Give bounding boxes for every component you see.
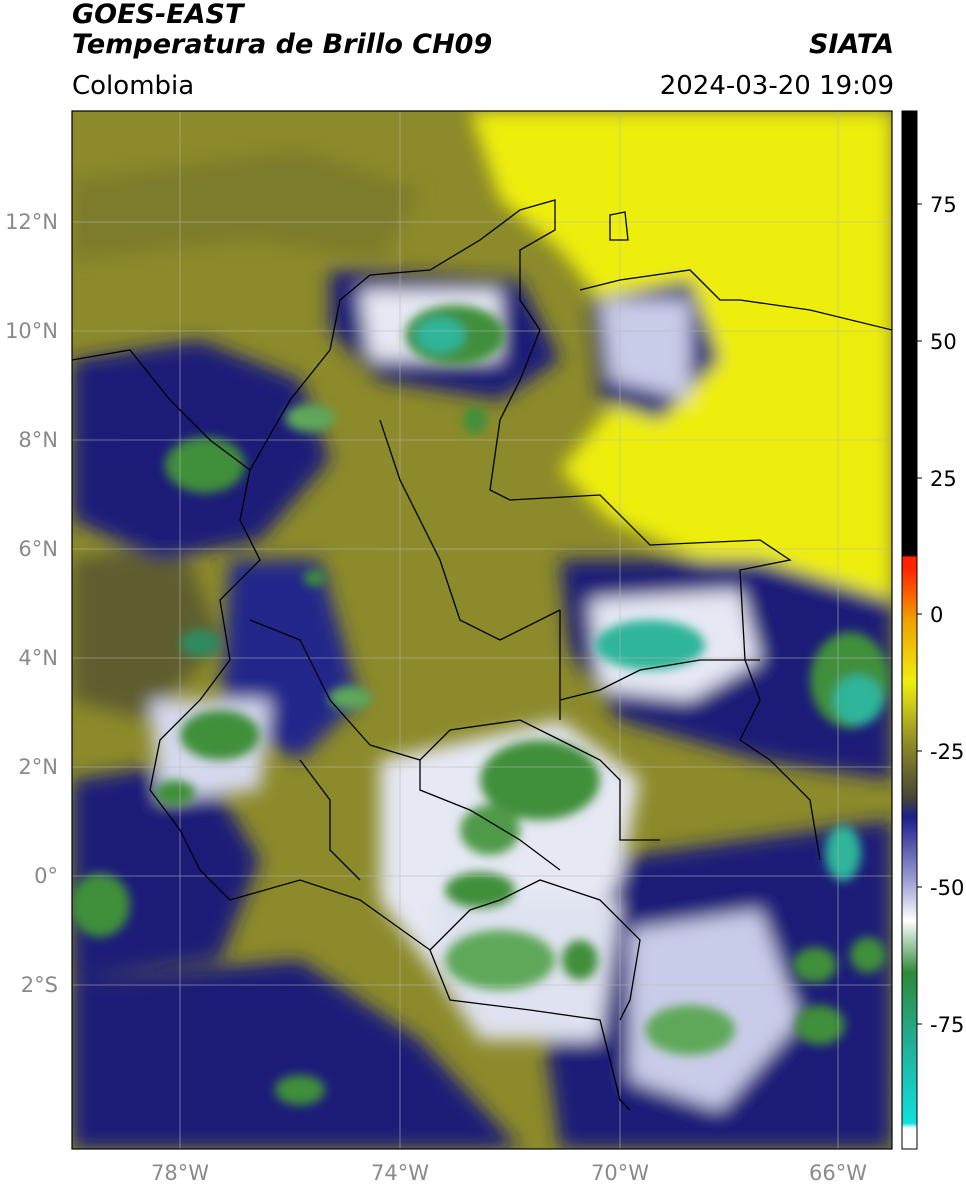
lat-axis: 12°N 10°N 8°N 6°N 4°N 2°N 0° 2°S xyxy=(5,210,58,997)
lat-tick-label: 0° xyxy=(34,864,58,888)
colorbar-tick-label: 50 xyxy=(930,330,957,354)
colorbar-tick-label: -75 xyxy=(930,1013,964,1037)
colorbar-tick-label: -25 xyxy=(930,740,964,764)
colorbar-ticks xyxy=(917,203,922,1025)
colorbar-tick-label: 75 xyxy=(930,193,957,217)
graticule xyxy=(72,111,892,1149)
brightness-temperature-image xyxy=(72,111,892,1149)
map-frame xyxy=(71,110,893,1150)
lat-tick-label: 2°N xyxy=(18,755,58,779)
lat-tick-label: 2°S xyxy=(21,973,58,997)
product-title: Temperatura de Brillo CH09 xyxy=(72,29,493,60)
lat-tick-label: 4°N xyxy=(18,646,58,670)
borders xyxy=(72,199,892,1111)
colorbar-tick-label: -50 xyxy=(930,876,964,900)
lat-tick-label: 6°N xyxy=(18,537,58,561)
lon-axis: 78°W 74°W 70°W 66°W xyxy=(151,1161,867,1185)
lat-tick-label: 10°N xyxy=(5,319,58,343)
lon-tick-label: 78°W xyxy=(151,1161,209,1185)
colorbar-tick-label: 25 xyxy=(930,467,957,491)
timestamp-label: 2024-03-20 19:09 xyxy=(659,71,894,101)
colorbar-tick-label: 0 xyxy=(930,603,943,627)
brand-label: SIATA xyxy=(808,29,894,60)
lon-tick-label: 74°W xyxy=(371,1161,429,1185)
satellite-title: GOES-EAST xyxy=(72,0,244,30)
colorbar: 75 50 25 0 -25 -50 -75 xyxy=(901,110,964,1150)
colorbar-gradient xyxy=(901,110,918,1150)
lon-tick-label: 70°W xyxy=(591,1161,649,1185)
lon-tick-label: 66°W xyxy=(809,1161,867,1185)
lat-tick-label: 8°N xyxy=(18,428,58,452)
region-label: Colombia xyxy=(72,71,195,101)
lat-tick-label: 12°N xyxy=(5,210,58,234)
